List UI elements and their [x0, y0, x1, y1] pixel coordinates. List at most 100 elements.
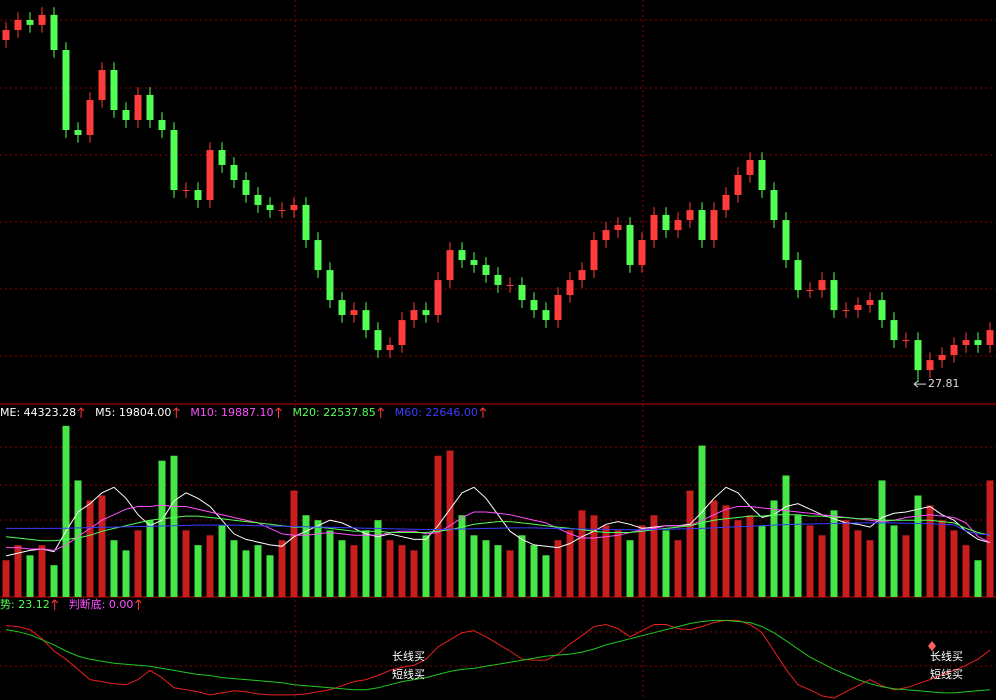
up-arrow: [377, 407, 385, 418]
volume-bar: [602, 525, 610, 597]
volume-bar: [734, 520, 742, 597]
indicator-line: [5, 619, 991, 699]
volume-bar: [650, 515, 658, 597]
annotation: 长线买: [392, 649, 425, 663]
candle-body: [926, 360, 934, 371]
candle-body: [386, 344, 394, 351]
volume-bar: [926, 505, 934, 597]
volume-bar: [722, 505, 730, 597]
volume-bar: [554, 540, 562, 597]
volume-bar: [614, 530, 622, 597]
candle-body: [470, 260, 478, 265]
volume-bar: [38, 545, 46, 597]
volume-bar: [338, 540, 346, 597]
annotation: 长线买: [930, 649, 963, 663]
indicator-label: 判断底: 0.00: [69, 597, 134, 611]
candle-body: [482, 264, 490, 275]
candle-body: [986, 330, 994, 345]
up-arrow: [479, 407, 487, 418]
volume-bar: [50, 565, 58, 597]
candle-body: [218, 150, 226, 165]
candle-body: [638, 240, 646, 265]
candle-body: [98, 70, 106, 101]
volume-bar: [818, 535, 826, 597]
volume-bar: [146, 520, 154, 597]
candle-body: [758, 160, 766, 191]
candle-body: [134, 94, 142, 121]
volume-bar: [830, 510, 838, 597]
low-label: 27.81: [928, 377, 960, 390]
volume-bar: [26, 555, 34, 597]
candle-body: [854, 304, 862, 311]
volume-bar: [638, 525, 646, 597]
candle-body: [314, 240, 322, 271]
candle-body: [254, 194, 262, 205]
volume-bar: [374, 520, 382, 597]
volume-ma-line: [6, 522, 991, 536]
volume-bar: [266, 555, 274, 597]
candle-body: [554, 294, 562, 321]
candle-body: [374, 330, 382, 351]
up-arrow: [135, 599, 142, 610]
candle-body: [38, 14, 46, 25]
volume-bar: [62, 425, 70, 597]
volume-bar: [542, 555, 550, 597]
candle-body: [590, 240, 598, 271]
volume-bar: [230, 540, 238, 597]
candle-body: [458, 250, 466, 261]
candle-body: [782, 220, 790, 261]
candle-body: [806, 290, 814, 292]
up-arrow: [51, 599, 59, 610]
volume-bar: [626, 540, 634, 597]
volume-bar: [170, 455, 178, 597]
volume-bar: [2, 560, 10, 597]
candle-body: [686, 210, 694, 221]
volume-bar: [110, 540, 118, 597]
candle-body: [662, 214, 670, 231]
candle-body: [914, 340, 922, 371]
indicator-label: ME: 44323.28: [0, 406, 76, 419]
candle-body: [746, 160, 754, 175]
volume-bar: [974, 560, 982, 597]
volume-bar: [530, 545, 538, 597]
buy-marker: [928, 641, 936, 651]
volume-bar: [842, 520, 850, 597]
volume-bar: [74, 480, 82, 597]
candle-body: [302, 204, 310, 241]
candle-body: [350, 310, 358, 315]
candle-body: [326, 270, 334, 301]
volume-bar: [674, 540, 682, 597]
volume-bar: [290, 490, 298, 597]
indicator-label: M20: 22537.85: [293, 406, 376, 419]
candle-body: [614, 224, 622, 231]
candle-body: [878, 300, 886, 321]
volume-bar: [590, 515, 598, 597]
indicator-label: M10: 19887.10: [190, 406, 273, 419]
candle-body: [566, 280, 574, 295]
volume-bar: [422, 535, 430, 597]
volume-bar: [518, 535, 526, 597]
volume-bar: [986, 480, 994, 597]
candle-body: [338, 300, 346, 315]
candle-body: [962, 340, 970, 345]
volume-bar: [794, 515, 802, 597]
candle-body: [890, 320, 898, 341]
candle-body: [518, 284, 526, 301]
volume-bar: [314, 520, 322, 597]
candle-body: [794, 260, 802, 291]
volume-bar: [182, 530, 190, 597]
candle-body: [830, 280, 838, 311]
candle-body: [626, 224, 634, 265]
volume-bar: [446, 450, 454, 597]
candle-body: [938, 354, 946, 361]
volume-bar: [686, 490, 694, 597]
volume-bar: [914, 495, 922, 597]
candle-body: [194, 190, 202, 201]
candle-body: [266, 204, 274, 211]
candle-body: [722, 194, 730, 211]
volume-bar: [746, 515, 754, 597]
volume-bar: [962, 545, 970, 597]
volume-bar: [242, 550, 250, 597]
volume-bar: [194, 545, 202, 597]
